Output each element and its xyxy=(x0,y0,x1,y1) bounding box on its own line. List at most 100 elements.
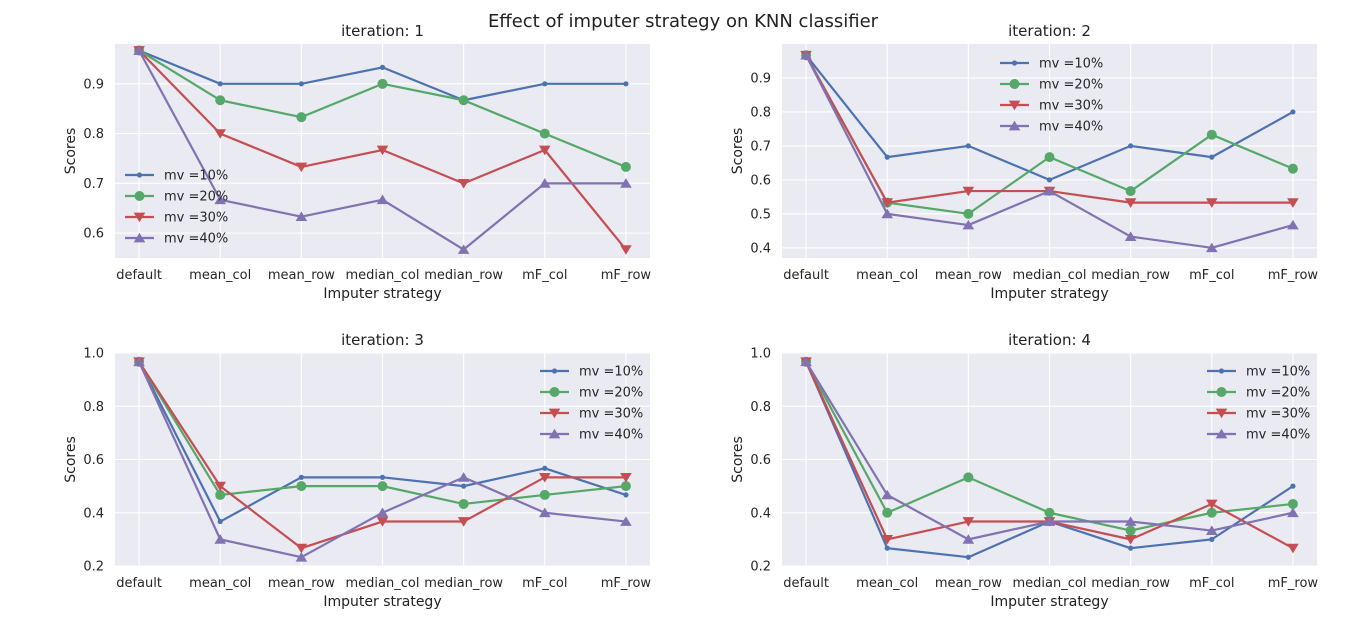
data-point xyxy=(1124,535,1137,545)
subplot-title: iteration: 1 xyxy=(341,22,424,40)
data-point xyxy=(542,81,548,87)
data-point xyxy=(1125,525,1136,536)
y-tick-label: 0.8 xyxy=(750,105,771,120)
subplot-3: iteration: 3 0.2 0.4 0.6 0.8 1.0 default mean_c… xyxy=(63,331,651,610)
x-tick-label: median_row xyxy=(424,268,503,283)
x-tick-label: mF_col xyxy=(1189,576,1234,591)
data-point xyxy=(800,356,812,367)
y-tick-label: 0.4 xyxy=(750,506,771,521)
x-tick-label: median_row xyxy=(1091,268,1170,283)
data-point xyxy=(1044,152,1055,163)
y-tick-label: 0.2 xyxy=(750,560,771,575)
data-point xyxy=(962,534,975,544)
y-axis-label: Scores xyxy=(63,128,79,175)
legend: mv =10% mv =20% mv =30% mv =40% xyxy=(125,169,228,247)
x-tick-label: mean_col xyxy=(189,576,251,591)
y-tick-label: 0.8 xyxy=(750,400,771,415)
data-point xyxy=(538,472,551,483)
data-point xyxy=(379,474,386,480)
y-tick-label: 0.5 xyxy=(750,207,771,222)
data-point xyxy=(214,194,227,205)
x-tick-label: median_col xyxy=(1013,576,1087,591)
x-tick-label: median_row xyxy=(424,576,503,591)
data-point xyxy=(620,161,631,172)
y-tick-label: 0.6 xyxy=(750,453,771,468)
data-point xyxy=(1290,109,1296,115)
series-3 xyxy=(133,46,632,255)
legend-label: mv =30% xyxy=(1039,99,1103,114)
data-point xyxy=(295,551,308,562)
data-point xyxy=(1206,507,1217,518)
legend-label: mv =20% xyxy=(579,386,643,401)
data-point xyxy=(217,518,223,525)
legend-marker xyxy=(1215,428,1228,439)
x-tick-label: mF_col xyxy=(522,268,567,283)
data-point xyxy=(884,154,890,160)
data-point xyxy=(881,535,894,545)
data-point xyxy=(542,465,548,471)
series-4 xyxy=(133,356,632,562)
data-point xyxy=(457,244,470,254)
data-point xyxy=(538,178,551,188)
data-point xyxy=(295,543,308,554)
y-axis-label: Scores xyxy=(730,436,746,483)
data-point xyxy=(962,517,975,527)
data-point xyxy=(1287,507,1299,518)
legend-label: mv =30% xyxy=(1246,407,1310,422)
data-point xyxy=(800,49,812,60)
data-point xyxy=(1043,185,1056,196)
x-axis-label: Imputer strategy xyxy=(990,286,1108,302)
data-point xyxy=(298,81,304,87)
data-point xyxy=(962,186,975,197)
data-point xyxy=(881,198,894,208)
data-point xyxy=(620,245,632,255)
data-point xyxy=(620,516,632,526)
y-axis-label: Scores xyxy=(63,436,79,483)
data-point xyxy=(376,507,389,518)
legend-marker xyxy=(1218,368,1225,374)
data-point xyxy=(376,145,389,156)
y-tick-label: 0.8 xyxy=(83,400,104,415)
data-point xyxy=(1044,507,1055,518)
subplot-2: iteration: 2 0.4 0.5 0.6 0.7 0.8 0.9 default mea… xyxy=(730,22,1318,302)
y-tick-label: 0.7 xyxy=(750,139,771,154)
data-point xyxy=(214,129,227,139)
y-tick-label: 0.6 xyxy=(83,453,104,468)
legend-label: mv =40% xyxy=(1246,428,1310,443)
subplot-title: iteration: 4 xyxy=(1008,331,1091,349)
data-point xyxy=(457,472,470,482)
legend-label: mv =20% xyxy=(1039,78,1103,93)
data-point xyxy=(214,534,227,544)
subplot-title: iteration: 3 xyxy=(341,331,424,349)
data-point xyxy=(881,208,894,219)
legend-marker xyxy=(1011,60,1018,66)
data-point xyxy=(538,507,551,518)
legend-label: mv =20% xyxy=(164,190,228,205)
data-point xyxy=(296,112,307,123)
legend: mv =10% mv =20% mv =30% mv =40% xyxy=(1000,57,1103,135)
x-tick-label: median_col xyxy=(346,576,420,591)
x-tick-label: mF_col xyxy=(1189,268,1234,283)
legend-label: mv =30% xyxy=(579,407,643,422)
data-point xyxy=(1124,198,1137,208)
x-tick-label: default xyxy=(116,268,162,283)
data-point xyxy=(1206,129,1217,140)
y-tick-label: 1.0 xyxy=(750,347,771,362)
y-tick-label: 0.2 xyxy=(83,560,104,575)
figure-title: Effect of imputer strategy on KNN classi… xyxy=(488,11,879,32)
legend-label: mv =20% xyxy=(1246,386,1310,401)
subplot-4: iteration: 4 0.2 0.4 0.6 0.8 1.0 default mean_c… xyxy=(730,331,1318,610)
data-point xyxy=(457,178,470,189)
data-point xyxy=(963,472,974,483)
data-point xyxy=(1043,516,1056,526)
x-tick-label: mean_row xyxy=(935,576,1002,591)
data-point xyxy=(962,219,975,230)
data-point xyxy=(217,81,223,87)
y-tick-label: 0.6 xyxy=(750,173,771,188)
data-point xyxy=(1125,186,1136,197)
x-tick-label: mF_row xyxy=(1268,576,1319,591)
data-point xyxy=(1124,231,1137,241)
data-point xyxy=(379,64,386,70)
